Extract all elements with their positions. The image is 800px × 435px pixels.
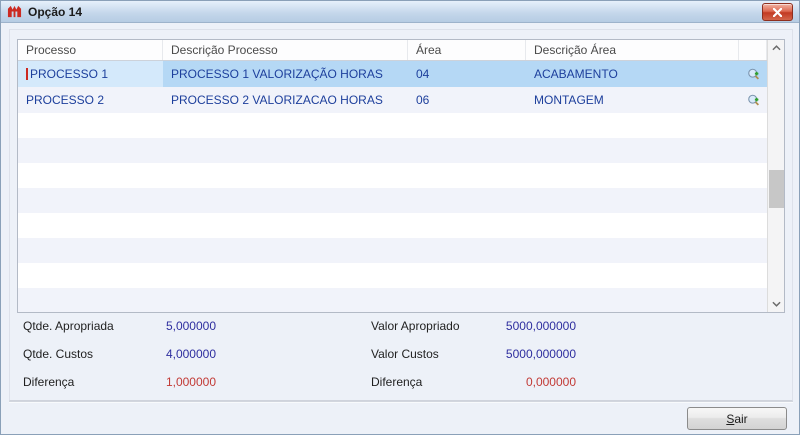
- cell-descricao-area: MONTAGEM: [534, 93, 604, 107]
- label-valor-apropriado: Valor Apropriado: [371, 319, 460, 333]
- empty-row: [18, 163, 767, 188]
- empty-row: [18, 288, 767, 312]
- row-caret: [26, 68, 28, 80]
- cell-processo: PROCESSO 1: [18, 61, 163, 87]
- grid-header-row: Processo Descrição Processo Área Descriç…: [18, 40, 767, 61]
- empty-row: [18, 213, 767, 238]
- cell-descricao-processo: PROCESSO 1 VALORIZAÇÃO HORAS: [171, 67, 383, 81]
- app-logo-icon: [7, 4, 22, 19]
- column-header-processo: Processo: [18, 40, 163, 60]
- close-button[interactable]: [762, 3, 793, 21]
- empty-row: [18, 113, 767, 138]
- scroll-up-button[interactable]: [768, 40, 784, 56]
- empty-row: [18, 238, 767, 263]
- label-diferenca-qtde: Diferença: [23, 375, 75, 389]
- label-qtde-custos: Qtde. Custos: [23, 347, 94, 361]
- empty-row: [18, 263, 767, 288]
- scrollbar-thumb[interactable]: [769, 170, 784, 208]
- scroll-down-button[interactable]: [768, 296, 784, 312]
- value-diferenca-valor: 0,000000: [525, 375, 576, 389]
- empty-row: [18, 138, 767, 163]
- cell-area: 04: [416, 67, 430, 81]
- cell-descricao-processo: PROCESSO 2 VALORIZACAO HORAS: [171, 93, 383, 107]
- chevron-up-icon: [771, 45, 781, 51]
- titlebar: Opção 14: [1, 1, 799, 23]
- sair-button[interactable]: Sair: [687, 407, 787, 430]
- label-diferenca-valor: Diferença: [371, 375, 423, 389]
- footer-separator: [9, 401, 793, 403]
- value-diferenca-qtde: 1,000000: [165, 375, 216, 389]
- column-header-descricao-area: Descrição Área: [526, 40, 739, 60]
- close-icon: [773, 7, 782, 17]
- value-valor-custos: 5000,000000: [505, 347, 576, 361]
- lookup-zoom-icon[interactable]: [747, 67, 761, 82]
- lookup-zoom-icon[interactable]: [747, 93, 761, 108]
- label-valor-custos: Valor Custos: [371, 347, 439, 361]
- vertical-scrollbar[interactable]: [767, 40, 784, 312]
- process-grid: Processo Descrição Processo Área Descriç…: [17, 39, 785, 313]
- sair-button-label: air: [734, 411, 748, 426]
- table-row[interactable]: PROCESSO 1 PROCESSO 1 VALORIZAÇÃO HORAS …: [18, 61, 767, 87]
- value-valor-apropriado: 5000,000000: [505, 319, 576, 333]
- chevron-down-icon: [771, 301, 781, 307]
- cell-processo: PROCESSO 2: [26, 93, 105, 107]
- value-qtde-custos: 4,000000: [165, 347, 216, 361]
- label-qtde-apropriada: Qtde. Apropriada: [23, 319, 114, 333]
- window-title: Opção 14: [28, 4, 83, 19]
- column-header-actions: [739, 40, 767, 60]
- sair-button-accel: S: [726, 411, 735, 426]
- column-header-area: Área: [408, 40, 526, 60]
- value-qtde-apropriada: 5,000000: [165, 319, 216, 333]
- table-row[interactable]: PROCESSO 2 PROCESSO 2 VALORIZACAO HORAS …: [18, 87, 767, 113]
- column-header-descricao-processo: Descrição Processo: [163, 40, 408, 60]
- cell-area: 06: [416, 93, 430, 107]
- cell-descricao-area: ACABAMENTO: [534, 67, 618, 81]
- empty-row: [18, 188, 767, 213]
